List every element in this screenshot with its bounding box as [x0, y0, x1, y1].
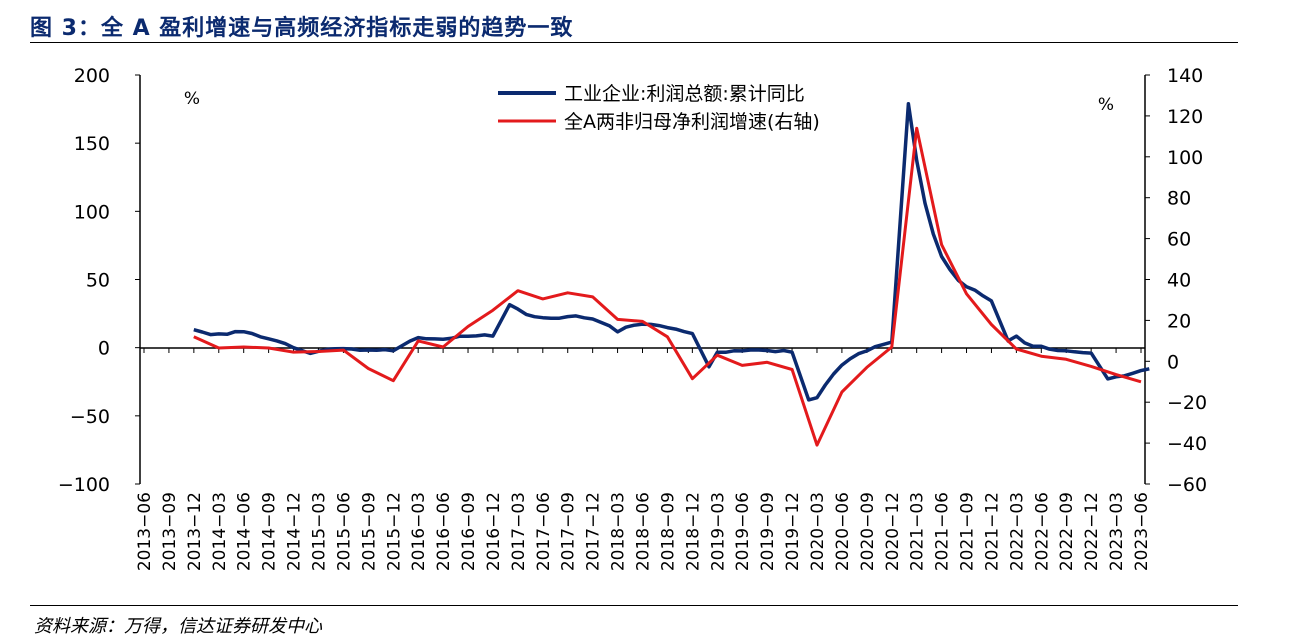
x-tick-label: 2021−06 — [933, 492, 953, 571]
x-tick-label: 2016−06 — [434, 492, 454, 571]
left-tick-label: 0 — [98, 338, 110, 360]
left-tick-group: 200 150 100 50 0 −50 −100 — [58, 65, 140, 496]
x-tick-label: 2018−12 — [683, 492, 703, 571]
right-tick-label: −40 — [1167, 433, 1207, 455]
x-tick-label: 2020−06 — [833, 492, 853, 571]
x-tick-label: 2013−06 — [135, 492, 155, 571]
left-axis-unit: % — [184, 89, 200, 109]
x-tick-label: 2017−03 — [509, 492, 529, 571]
x-tick-label: 2017−09 — [559, 492, 579, 571]
right-tick-label: −20 — [1167, 392, 1207, 414]
right-axis-unit: % — [1098, 95, 1114, 115]
x-tick-label: 2022−12 — [1082, 492, 1102, 571]
legend-label-a-share-profit: 全A两非归母净利润增速(右轴) — [564, 111, 820, 133]
x-tick-label: 2021−03 — [908, 492, 928, 571]
source-note: 资料来源：万得，信达证券研发中心 — [34, 616, 322, 637]
x-tick-label: 2018−09 — [658, 492, 678, 571]
right-tick-label: 60 — [1167, 229, 1191, 251]
x-tick-label: 2019−03 — [708, 492, 728, 571]
left-tick-label: −50 — [70, 406, 110, 428]
legend-label-industrial-profit: 工业企业:利润总额:累计同比 — [564, 83, 805, 105]
right-tick-group: 140 120 100 80 60 40 20 0 −20 −40 −60 — [1145, 65, 1207, 496]
x-tick-label: 2023−03 — [1107, 492, 1127, 571]
left-tick-label: 50 — [86, 270, 110, 292]
x-tick-label: 2013−12 — [185, 492, 205, 571]
x-tick-label: 2023−06 — [1132, 492, 1152, 571]
right-tick-label: 120 — [1167, 106, 1203, 128]
series-line-industrial-profit — [193, 102, 1150, 402]
x-tick-label: 2022−06 — [1032, 492, 1052, 571]
x-tick-label: 2018−06 — [634, 492, 654, 571]
x-tick-label: 2021−12 — [982, 492, 1002, 571]
x-tick-label: 2014−03 — [210, 492, 230, 571]
x-tick-label: 2017−12 — [584, 492, 604, 571]
x-tick-label: 2020−12 — [883, 492, 903, 571]
x-tick-label: 2018−03 — [609, 492, 629, 571]
right-tick-label: 140 — [1167, 65, 1203, 87]
x-tick-label: 2021−09 — [958, 492, 978, 571]
right-tick-label: 100 — [1167, 147, 1203, 169]
x-tick-label: 2014−09 — [260, 492, 280, 571]
figure-title: 图 3：全 A 盈利增速与高频经济指标走弱的趋势一致 — [30, 16, 574, 41]
title-rule — [30, 42, 1238, 43]
right-tick-label: 20 — [1167, 310, 1191, 332]
right-tick-label: 40 — [1167, 270, 1191, 292]
bottom-rule — [30, 605, 1238, 606]
x-tick-label: 2020−09 — [858, 492, 878, 571]
left-tick-label: −100 — [58, 474, 110, 496]
x-tick-label: 2015−12 — [384, 492, 404, 571]
x-tick-label: 2020−03 — [808, 492, 828, 571]
left-tick-label: 100 — [74, 201, 110, 223]
x-tick-label: 2019−06 — [733, 492, 753, 571]
legend: 工业企业:利润总额:累计同比 全A两非归母净利润增速(右轴) — [498, 83, 820, 133]
x-tick-label: 2022−09 — [1057, 492, 1077, 571]
left-tick-label: 200 — [74, 65, 110, 87]
x-tick-group: 2013−06 2013−09 2013−12 2014−03 2014−06 2014−… — [135, 348, 1152, 571]
x-tick-label: 2014−06 — [235, 492, 255, 571]
x-tick-label: 2017−06 — [534, 492, 554, 571]
x-tick-label: 2019−09 — [758, 492, 778, 571]
left-tick-label: 150 — [74, 133, 110, 155]
right-tick-label: −60 — [1167, 474, 1207, 496]
x-tick-label: 2016−03 — [409, 492, 429, 571]
series-line-a-share-profit — [193, 126, 1142, 447]
x-tick-label: 2016−09 — [459, 492, 479, 571]
x-tick-label: 2013−09 — [160, 492, 180, 571]
x-tick-label: 2015−06 — [334, 492, 354, 571]
x-tick-label: 2015−09 — [359, 492, 379, 571]
x-tick-label: 2015−03 — [309, 492, 329, 571]
x-tick-label: 2019−12 — [783, 492, 803, 571]
x-tick-label: 2016−12 — [484, 492, 504, 571]
x-tick-label: 2014−12 — [285, 492, 305, 571]
x-tick-label: 2022−03 — [1007, 492, 1027, 571]
right-tick-label: 80 — [1167, 188, 1191, 210]
right-tick-label: 0 — [1167, 351, 1179, 373]
series-layer — [193, 102, 1150, 447]
